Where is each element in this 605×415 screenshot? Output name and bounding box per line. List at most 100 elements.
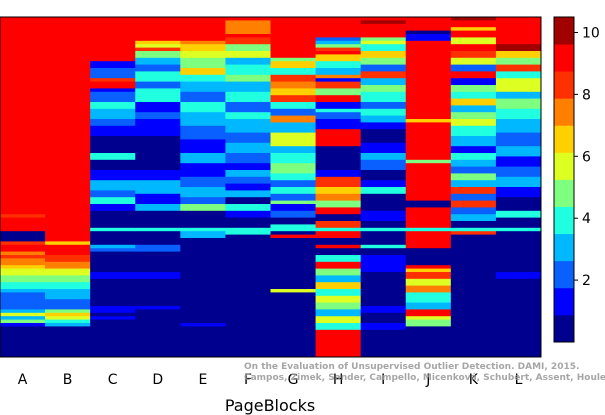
x-tick-label: L (515, 372, 523, 388)
heatmap-cell (495, 51, 542, 59)
heatmap-cell (450, 57, 497, 65)
heatmap-cell (90, 170, 136, 181)
heatmap-cell (405, 292, 452, 303)
heatmap-cell (315, 268, 362, 276)
heatmap-cell (450, 20, 497, 28)
heatmap-cell (315, 129, 362, 147)
heatmap-cell (225, 64, 271, 76)
heatmap-cell (405, 316, 452, 320)
x-tick-label: B (63, 372, 73, 388)
heatmap-cell (135, 153, 181, 171)
heatmap-cell (90, 136, 136, 154)
heatmap-cell (180, 326, 226, 358)
heatmap-cell (495, 166, 542, 178)
heatmap-cell (495, 227, 542, 232)
heatmap-cell (450, 85, 497, 93)
heatmap-cell (315, 255, 362, 263)
heatmap-cell (315, 244, 362, 249)
heatmap-cell (180, 227, 226, 232)
heatmap-cell (450, 125, 497, 137)
heatmap-cell (315, 323, 362, 331)
heatmap-cell (135, 251, 181, 273)
x-tick-label: J (425, 372, 430, 388)
heatmap-cell (405, 207, 452, 229)
heatmap-cell (270, 163, 316, 174)
column-b (45, 17, 91, 358)
heatmap-cell (360, 153, 407, 161)
heatmap-cell (360, 37, 407, 42)
heatmap-cell (270, 200, 316, 205)
x-tick-label: C (108, 372, 118, 388)
heatmap-cell (90, 197, 136, 205)
heatmap-cell (360, 51, 407, 59)
heatmap-cell (360, 40, 407, 45)
heatmap-cell (495, 187, 542, 198)
heatmap-cell (360, 108, 407, 116)
x-axis-label: PageBlocks (225, 396, 315, 415)
heatmap-cell (405, 119, 452, 123)
heatmap-cell (270, 57, 316, 62)
heatmap-cell (270, 102, 316, 110)
heatmap-cell (495, 71, 542, 79)
heatmap-cell (0, 217, 46, 232)
column-j (405, 17, 452, 358)
heatmap-cell (180, 91, 226, 103)
heatmap-cell (225, 112, 271, 120)
heatmap-cell (315, 214, 362, 222)
colorbar-band (554, 98, 574, 126)
heatmap-cell (225, 20, 271, 35)
heatmap-cell (0, 231, 46, 242)
heatmap-cell (270, 115, 316, 123)
heatmap-cell (315, 248, 362, 256)
heatmap-cell (180, 176, 226, 188)
heatmap-cell (270, 173, 316, 181)
heatmap-cell (495, 44, 542, 52)
heatmap-cell (0, 265, 46, 269)
heatmap-cell (180, 40, 226, 45)
heatmap-cell (135, 221, 181, 229)
heatmap-cell (315, 329, 362, 358)
heatmap-cell (315, 221, 362, 229)
heatmap-cell (405, 248, 452, 266)
heatmap-cell (450, 98, 497, 106)
heatmap-cell (315, 47, 362, 52)
heatmap-cell (90, 68, 136, 79)
heatmap-cell (450, 146, 497, 154)
heatmap-cell (495, 108, 542, 120)
heatmap-cell (360, 210, 407, 222)
colorbar-frame (553, 16, 575, 343)
heatmap-cell (315, 44, 362, 48)
heatmap-cell (315, 78, 362, 82)
heatmap-cell (315, 54, 362, 62)
heatmap-cell (315, 282, 362, 290)
heatmap-cell (90, 153, 136, 161)
colorbar-tick-label: 2 (582, 273, 591, 289)
heatmap-cell (450, 44, 497, 52)
heatmap-cell (405, 231, 452, 249)
column-d (135, 17, 181, 358)
heatmap-cell (360, 272, 407, 307)
heatmap-cell (450, 105, 497, 113)
colorbar-band (554, 44, 574, 72)
heatmap-cell (270, 88, 316, 96)
heatmap-cell (360, 187, 407, 195)
heatmap-cell (315, 187, 362, 195)
x-tick-label: A (18, 372, 28, 388)
heatmap-cell (180, 102, 226, 113)
heatmap-cell (360, 115, 407, 123)
heatmap-cell (495, 78, 542, 93)
heatmap-cell (135, 180, 181, 195)
heatmap-cell (135, 17, 181, 42)
column-i (360, 17, 407, 358)
heatmap-cell (180, 112, 226, 127)
heatmap-cell (45, 299, 91, 310)
heatmap-cell (270, 68, 316, 76)
colorbar-band (554, 206, 574, 235)
heatmap-cell (45, 210, 91, 242)
heatmap-cell (315, 112, 362, 120)
citation-line-1: On the Evaluation of Unsupervised Outlie… (244, 362, 580, 372)
heatmap-cell (360, 244, 407, 249)
heatmap-cell (495, 132, 542, 147)
heatmap-cell (90, 190, 136, 198)
heatmap-cell (360, 20, 407, 25)
